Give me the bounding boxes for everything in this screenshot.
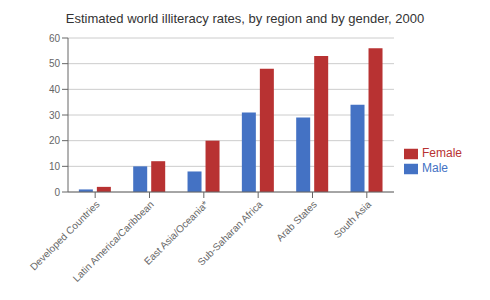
svg-text:50: 50 bbox=[49, 58, 61, 69]
html-text:Female: Female bbox=[422, 146, 462, 161]
svg-text:Latin America/Caribbean: Latin America/Caribbean bbox=[71, 199, 156, 284]
svg-text:Developed Countries: Developed Countries bbox=[27, 198, 102, 273]
svg-text:Arab States: Arab States bbox=[274, 199, 319, 244]
svg-text:10: 10 bbox=[49, 161, 61, 172]
html-text:Estimated world illiteracy rat: Estimated world illiteracy rates, by reg… bbox=[65, 11, 425, 26]
svg-text:0: 0 bbox=[54, 187, 60, 198]
svg-text:60: 60 bbox=[49, 33, 61, 44]
svg-text:40: 40 bbox=[49, 84, 61, 95]
svg-text:30: 30 bbox=[49, 110, 61, 121]
svg-text:East Asia/Oceania*: East Asia/Oceania* bbox=[141, 198, 211, 267]
html-text:Male: Male bbox=[422, 161, 448, 175]
svg-text:South Asia: South Asia bbox=[332, 198, 374, 240]
svg-text:Sub-Saharan Africa: Sub-Saharan Africa bbox=[195, 198, 264, 267]
svg-text:20: 20 bbox=[49, 135, 61, 146]
